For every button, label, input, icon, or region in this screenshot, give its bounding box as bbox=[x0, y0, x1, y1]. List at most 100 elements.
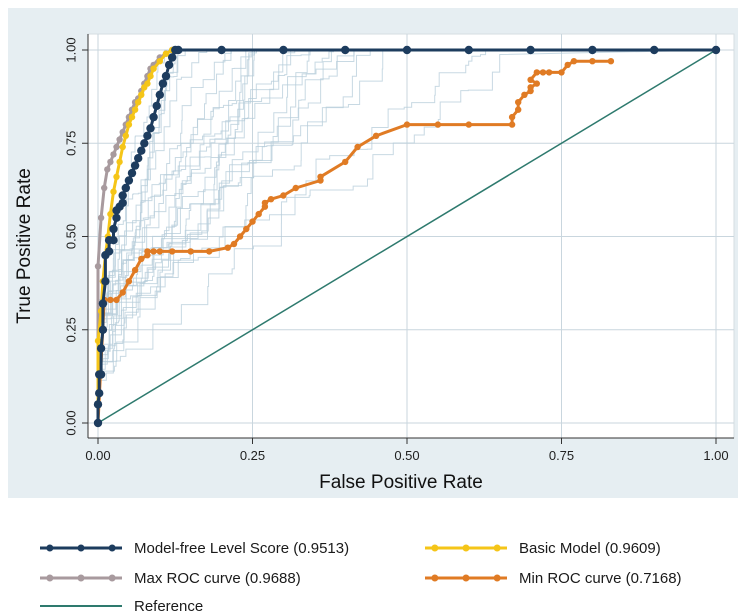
min-roc-curve-point bbox=[292, 184, 299, 192]
max-roc-curve-point bbox=[97, 214, 105, 221]
min-roc-curve-point bbox=[138, 255, 145, 263]
model-free-level-score-point bbox=[164, 60, 174, 70]
y-tick-label: 1.00 bbox=[63, 37, 78, 62]
max-roc-curve-point bbox=[110, 151, 117, 158]
min-roc-curve-point bbox=[545, 69, 553, 76]
min-roc-curve-point bbox=[354, 143, 361, 151]
model-free-level-score-point bbox=[217, 45, 226, 55]
model-free-level-score-point bbox=[130, 161, 140, 170]
min-roc-curve-point bbox=[280, 192, 287, 199]
basic-model-point bbox=[144, 80, 151, 87]
min-roc-curve-point bbox=[144, 248, 151, 255]
legend-swatch bbox=[40, 544, 122, 552]
min-roc-curve-point bbox=[533, 80, 540, 87]
min-roc-curve-point bbox=[156, 248, 163, 255]
model-free-level-score-point bbox=[526, 45, 535, 55]
max-roc-curve-point bbox=[104, 166, 111, 173]
min-roc-curve-point bbox=[150, 248, 157, 255]
model-free-level-score-point bbox=[588, 45, 597, 55]
min-roc-curve-point bbox=[317, 173, 324, 180]
bootstrap-roc-curve bbox=[97, 49, 716, 423]
min-roc-curve-point bbox=[342, 158, 349, 166]
basic-model-point bbox=[162, 50, 170, 57]
roc-chart-svg: 0.00 0.00 0.25 0.25 0.50 0.50 0.75 0.75 1.00 1.00… bbox=[8, 8, 738, 498]
model-free-level-score-point bbox=[127, 168, 137, 178]
model-free-level-score-point bbox=[104, 247, 114, 256]
min-roc-curve-point bbox=[261, 199, 269, 207]
bootstrap-roc-curve bbox=[97, 49, 716, 423]
model-free-level-score-point bbox=[93, 400, 103, 409]
model-free-level-score-point bbox=[402, 45, 412, 55]
min-roc-curve-point bbox=[255, 210, 262, 218]
model-free-level-score-point bbox=[101, 277, 110, 286]
max-roc-curve-point bbox=[101, 184, 108, 192]
model-free-level-score-point bbox=[109, 224, 118, 234]
legend-swatch bbox=[425, 544, 507, 552]
bootstrap-roc-curve bbox=[97, 49, 716, 423]
min-roc-curve-point bbox=[564, 61, 571, 69]
bootstrap-roc-curve bbox=[97, 49, 716, 423]
min-roc-curve-point bbox=[243, 225, 250, 233]
model-free-level-score-point bbox=[152, 101, 161, 111]
min-roc-curve-point bbox=[527, 76, 534, 84]
model-free-level-score-point bbox=[95, 389, 104, 398]
min-roc-curve-point bbox=[558, 69, 565, 76]
model-free-level-score-point bbox=[161, 71, 171, 81]
min-roc-curve-point bbox=[508, 121, 516, 128]
basic-model-point bbox=[116, 158, 123, 166]
legend-label: Basic Model (0.9609) bbox=[519, 539, 661, 557]
legend-swatch bbox=[40, 574, 122, 582]
min-roc-curve-point bbox=[125, 278, 133, 285]
basic-model-point bbox=[119, 143, 126, 151]
x-tick-label: 1.00 bbox=[703, 448, 728, 463]
basic-model-point bbox=[94, 337, 102, 345]
x-tick-label: 0.25 bbox=[240, 448, 265, 463]
basic-model-point bbox=[128, 113, 136, 121]
min-roc-curve-point bbox=[589, 58, 596, 65]
legend-item-max-roc-curve: Max ROC curve (0.9688) bbox=[40, 568, 301, 588]
legend-item-model-free-level-score: Model-free Level Score (0.9513) bbox=[40, 538, 349, 558]
model-free-level-score-point bbox=[168, 53, 177, 62]
x-axis-title: False Positive Rate bbox=[319, 472, 483, 493]
min-roc-curve-point bbox=[515, 99, 522, 106]
model-free-level-score-point bbox=[464, 45, 473, 55]
min-roc-curve-point bbox=[533, 69, 540, 76]
legend-item-reference: Reference bbox=[40, 596, 203, 616]
min-roc-curve-point bbox=[515, 106, 522, 113]
legend-item-min-roc-curve: Min ROC curve (0.7168) bbox=[425, 568, 682, 588]
model-free-level-score-point bbox=[149, 112, 158, 122]
min-roc-curve-point bbox=[107, 296, 114, 304]
y-tick-label: 0.00 bbox=[63, 410, 78, 435]
min-roc-curve-point bbox=[236, 233, 244, 240]
min-roc-curve-point bbox=[113, 296, 120, 304]
x-tick-label: 0.75 bbox=[549, 448, 574, 463]
min-roc-curve-point bbox=[372, 132, 380, 139]
bootstrap-roc-curve bbox=[97, 49, 716, 423]
model-free-level-score-point bbox=[137, 146, 146, 155]
bootstrap-roc-curve bbox=[97, 49, 716, 423]
bootstrap-roc-curve bbox=[97, 49, 716, 423]
model-free-level-score-point bbox=[98, 325, 108, 334]
y-tick-label: 0.25 bbox=[63, 317, 78, 342]
model-free-level-score-point bbox=[118, 198, 127, 208]
basic-model-point bbox=[131, 106, 139, 113]
max-roc-curve-point bbox=[94, 263, 102, 270]
bootstrap-roc-curve bbox=[97, 49, 716, 423]
model-free-level-score-point bbox=[711, 45, 721, 55]
min-roc-curve-point bbox=[169, 248, 176, 255]
min-roc-curve-point bbox=[224, 244, 231, 251]
min-roc-curve-point bbox=[267, 196, 275, 203]
max-roc-curve-point bbox=[107, 158, 114, 166]
min-roc-curve-point bbox=[527, 84, 534, 91]
max-roc-curve-point bbox=[113, 143, 120, 151]
min-roc-curve-point bbox=[539, 69, 547, 76]
bootstrap-roc-curve bbox=[97, 49, 716, 423]
model-free-level-score-point bbox=[158, 79, 168, 88]
y-tick-label: 0.50 bbox=[63, 224, 78, 249]
model-free-level-score-point bbox=[112, 213, 121, 222]
bootstrap-roc-curve bbox=[97, 49, 716, 423]
model-free-level-score-point bbox=[341, 45, 350, 55]
min-roc-curve-point bbox=[521, 91, 528, 99]
basic-model-point bbox=[125, 121, 133, 128]
